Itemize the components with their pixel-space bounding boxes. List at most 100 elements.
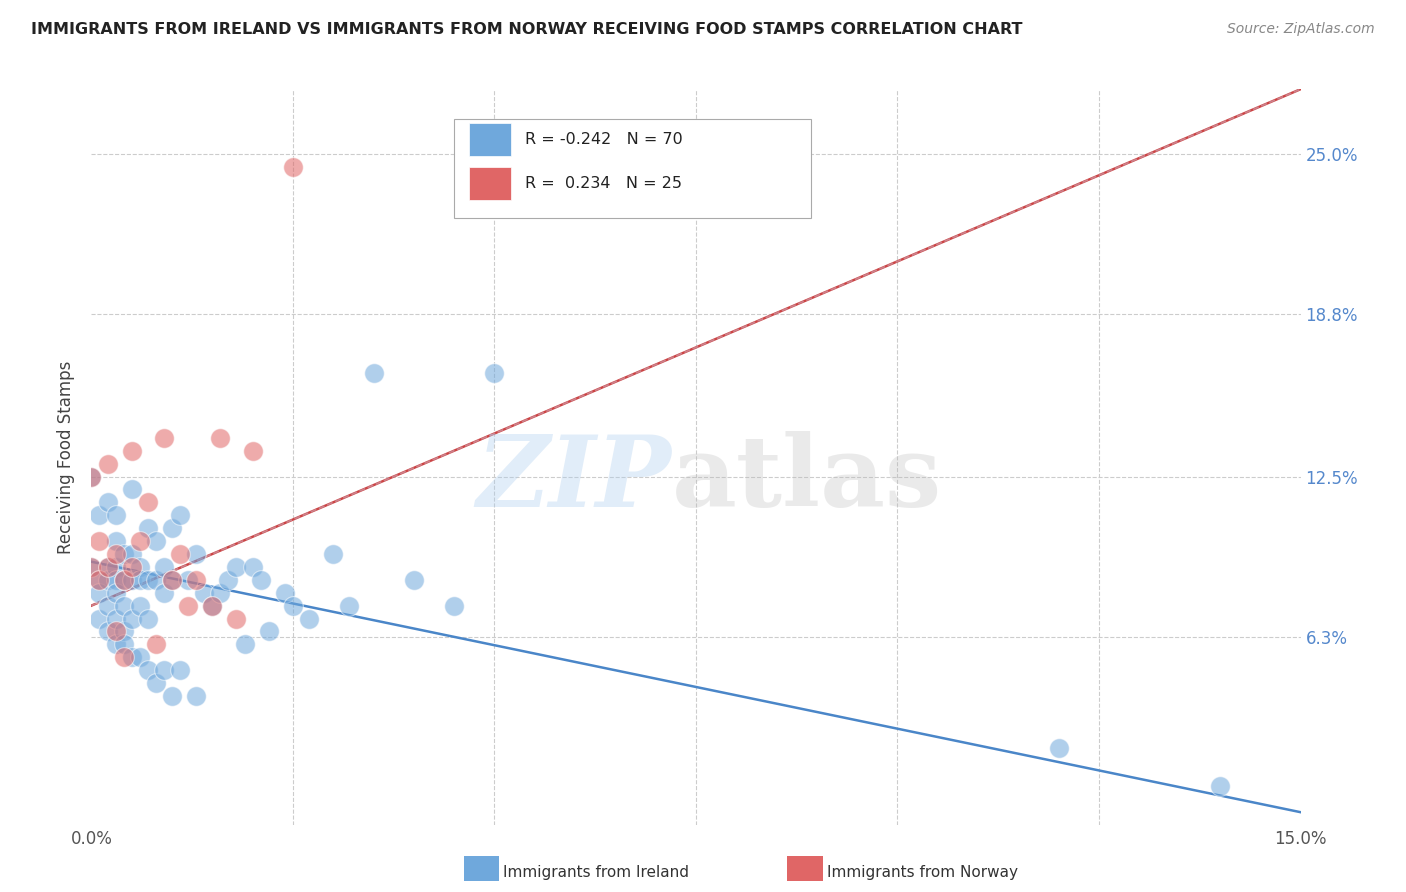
Point bbox=[112, 637, 135, 651]
Point bbox=[322, 547, 344, 561]
Point bbox=[193, 585, 215, 599]
Point bbox=[104, 534, 127, 549]
Text: Immigrants from Ireland: Immigrants from Ireland bbox=[503, 865, 689, 880]
FancyBboxPatch shape bbox=[468, 167, 510, 200]
Point bbox=[112, 650, 135, 665]
Point bbox=[96, 599, 118, 613]
Point bbox=[104, 624, 127, 639]
Point bbox=[484, 366, 506, 380]
Text: IMMIGRANTS FROM IRELAND VS IMMIGRANTS FROM NORWAY RECEIVING FOOD STAMPS CORRELAT: IMMIGRANTS FROM IRELAND VS IMMIGRANTS FR… bbox=[31, 22, 1022, 37]
Point bbox=[128, 534, 150, 549]
Point bbox=[96, 560, 118, 574]
Point bbox=[160, 521, 183, 535]
Point bbox=[169, 663, 191, 677]
Text: Immigrants from Norway: Immigrants from Norway bbox=[827, 865, 1018, 880]
Point bbox=[281, 160, 304, 174]
Point bbox=[89, 573, 111, 587]
Point bbox=[363, 366, 385, 380]
Point bbox=[96, 495, 118, 509]
Point bbox=[104, 547, 127, 561]
Point bbox=[186, 573, 208, 587]
Point bbox=[160, 573, 183, 587]
Point bbox=[153, 663, 176, 677]
Point bbox=[112, 573, 135, 587]
Point bbox=[128, 650, 150, 665]
Point bbox=[177, 599, 200, 613]
Point bbox=[136, 573, 159, 587]
Point bbox=[233, 637, 256, 651]
Text: ZIP: ZIP bbox=[477, 431, 672, 527]
Point bbox=[153, 585, 176, 599]
FancyBboxPatch shape bbox=[468, 123, 510, 156]
Point bbox=[89, 585, 111, 599]
Point bbox=[209, 585, 232, 599]
Point bbox=[104, 560, 127, 574]
Point bbox=[112, 547, 135, 561]
Point bbox=[121, 611, 143, 625]
Text: atlas: atlas bbox=[672, 431, 942, 528]
Point bbox=[145, 676, 167, 690]
Point bbox=[186, 689, 208, 703]
Point bbox=[242, 560, 264, 574]
Point bbox=[96, 573, 118, 587]
Point bbox=[104, 573, 127, 587]
Point bbox=[249, 573, 271, 587]
Point bbox=[145, 534, 167, 549]
Point bbox=[169, 508, 191, 523]
Point bbox=[96, 457, 118, 471]
Point bbox=[337, 599, 360, 613]
Point bbox=[96, 560, 118, 574]
Point bbox=[104, 637, 127, 651]
Point bbox=[89, 508, 111, 523]
Point bbox=[121, 547, 143, 561]
Point bbox=[1209, 780, 1232, 794]
Point bbox=[169, 547, 191, 561]
Point bbox=[89, 611, 111, 625]
Point bbox=[121, 560, 143, 574]
Point bbox=[443, 599, 465, 613]
Point bbox=[201, 599, 224, 613]
Point bbox=[89, 573, 111, 587]
Point bbox=[136, 663, 159, 677]
Point bbox=[257, 624, 280, 639]
FancyBboxPatch shape bbox=[454, 119, 811, 218]
Point bbox=[96, 624, 118, 639]
Y-axis label: Receiving Food Stamps: Receiving Food Stamps bbox=[58, 360, 76, 554]
Point bbox=[104, 585, 127, 599]
Point bbox=[128, 599, 150, 613]
Point bbox=[160, 689, 183, 703]
Point bbox=[80, 560, 103, 574]
Point bbox=[242, 443, 264, 458]
Point bbox=[128, 573, 150, 587]
Point bbox=[217, 573, 239, 587]
Text: R =  0.234   N = 25: R = 0.234 N = 25 bbox=[526, 176, 682, 191]
Point bbox=[136, 495, 159, 509]
Point bbox=[136, 521, 159, 535]
Point bbox=[121, 650, 143, 665]
Point bbox=[112, 573, 135, 587]
Point bbox=[153, 431, 176, 445]
Point bbox=[104, 611, 127, 625]
Point bbox=[177, 573, 200, 587]
Point bbox=[80, 560, 103, 574]
Point bbox=[136, 611, 159, 625]
Point bbox=[186, 547, 208, 561]
Point bbox=[121, 443, 143, 458]
Point bbox=[281, 599, 304, 613]
Point bbox=[160, 573, 183, 587]
Point bbox=[121, 483, 143, 497]
Point bbox=[112, 624, 135, 639]
Text: R = -0.242   N = 70: R = -0.242 N = 70 bbox=[526, 132, 683, 147]
Point bbox=[225, 611, 247, 625]
Point bbox=[80, 469, 103, 483]
Point bbox=[104, 508, 127, 523]
Point bbox=[153, 560, 176, 574]
Point bbox=[209, 431, 232, 445]
Point bbox=[89, 534, 111, 549]
Point bbox=[225, 560, 247, 574]
Point bbox=[80, 469, 103, 483]
Point bbox=[112, 599, 135, 613]
Point bbox=[1047, 740, 1070, 755]
Point bbox=[121, 573, 143, 587]
Text: Source: ZipAtlas.com: Source: ZipAtlas.com bbox=[1227, 22, 1375, 37]
